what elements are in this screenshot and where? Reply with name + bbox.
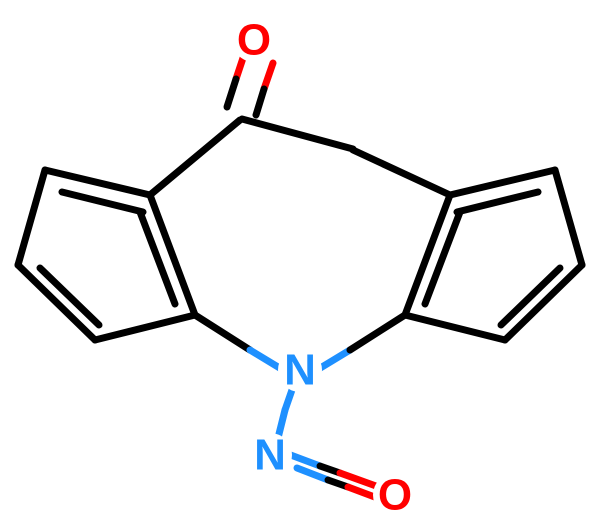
bond [555,170,582,265]
atom-label-O2: O [378,471,412,520]
bond [18,170,45,265]
bonds-group [18,55,582,499]
bond [405,315,505,340]
bond [95,315,195,340]
bond [264,63,273,89]
bond [425,212,460,304]
bond [227,79,236,107]
bond [18,265,95,340]
bond [288,454,320,466]
atom-label-O1: O [237,16,271,65]
bond [195,315,250,350]
bond [242,119,353,149]
bond [250,350,283,370]
bond [505,265,582,340]
bond [62,192,143,212]
bond [140,212,175,304]
atom-label-N1: N [284,346,316,395]
bond [256,89,264,115]
bond [353,150,450,195]
atom-label-N2: N [254,431,286,480]
bond [317,350,350,370]
bond [457,192,538,212]
molecule-canvas: O NN O [0,0,600,528]
bond [350,315,405,350]
bond [150,120,240,195]
